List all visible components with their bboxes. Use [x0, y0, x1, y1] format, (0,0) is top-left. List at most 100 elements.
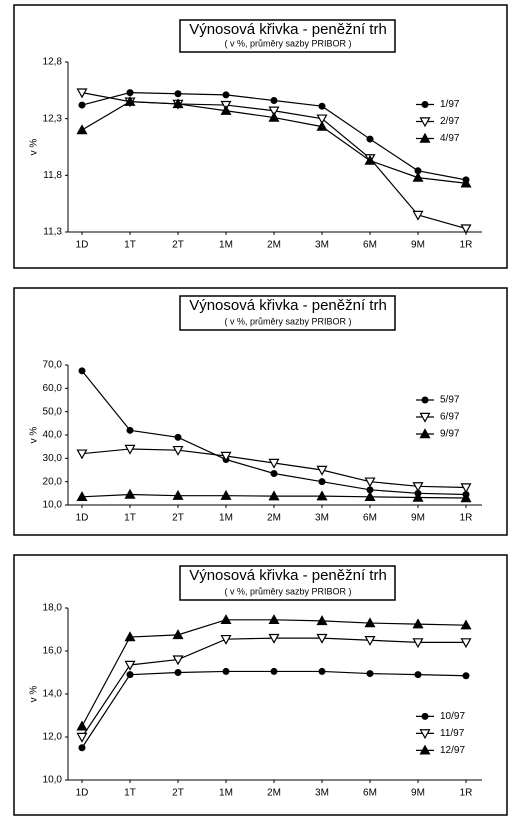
- marker: [412, 171, 424, 182]
- legend-label: 1/97: [440, 99, 460, 110]
- chart-subtitle: ( v %, průměry sazby PRIBOR ): [224, 586, 351, 596]
- marker: [270, 470, 278, 477]
- marker: [124, 95, 136, 106]
- y-axis-label: v %: [29, 427, 40, 444]
- marker: [364, 154, 376, 165]
- marker: [364, 636, 376, 646]
- y-tick-label: 30,0: [43, 453, 63, 464]
- x-tick-label: 1M: [219, 513, 233, 524]
- marker: [174, 669, 182, 676]
- x-tick-label: 1T: [124, 513, 136, 524]
- marker: [172, 445, 184, 456]
- x-tick-label: 2T: [172, 240, 184, 251]
- marker: [126, 426, 134, 434]
- marker: [268, 614, 280, 625]
- marker: [462, 672, 470, 680]
- x-tick-label: 2T: [172, 788, 184, 799]
- marker: [76, 491, 88, 502]
- y-tick-label: 12,3: [43, 113, 63, 124]
- x-tick-label: 1M: [219, 240, 233, 251]
- marker: [172, 98, 184, 109]
- marker: [76, 720, 88, 731]
- marker: [172, 655, 184, 666]
- marker: [124, 660, 136, 671]
- y-axis-label: v %: [29, 139, 40, 156]
- series-line: [81, 637, 466, 738]
- x-tick-label: 1R: [460, 240, 473, 251]
- x-tick-label: 2M: [267, 240, 281, 251]
- marker: [76, 124, 88, 135]
- marker: [220, 614, 232, 625]
- legend-label: 12/97: [440, 745, 465, 756]
- marker: [222, 667, 230, 675]
- marker: [76, 88, 88, 99]
- y-tick-label: 60,0: [43, 383, 63, 394]
- marker: [460, 619, 472, 630]
- marker: [419, 744, 431, 755]
- marker: [76, 449, 88, 460]
- marker: [460, 177, 472, 188]
- x-tick-label: 9M: [411, 240, 425, 251]
- marker: [316, 114, 328, 125]
- y-tick-label: 11,8: [43, 170, 62, 181]
- x-tick-label: 2T: [172, 513, 184, 524]
- marker: [268, 490, 280, 501]
- marker: [124, 444, 136, 455]
- marker: [460, 483, 472, 494]
- marker: [316, 120, 328, 131]
- marker: [412, 618, 424, 629]
- marker: [421, 396, 429, 404]
- marker: [126, 89, 134, 97]
- marker: [364, 617, 376, 628]
- legend-label: 2/97: [440, 116, 460, 127]
- marker: [124, 631, 136, 642]
- title-box: [179, 19, 396, 53]
- x-tick-label: 6M: [363, 513, 377, 524]
- marker: [366, 486, 374, 494]
- x-tick-label: 1R: [460, 513, 473, 524]
- series-line: [81, 91, 467, 181]
- x-tick-label: 1T: [124, 788, 136, 799]
- x-tick-label: 6M: [363, 788, 377, 799]
- x-tick-label: 9M: [411, 513, 425, 524]
- marker: [124, 488, 136, 499]
- marker: [412, 482, 424, 493]
- x-tick-label: 1R: [460, 788, 473, 799]
- chart-frame: [13, 4, 508, 269]
- marker: [220, 489, 232, 500]
- marker: [222, 91, 230, 99]
- chart-subtitle: ( v %, průměry sazby PRIBOR ): [224, 316, 351, 326]
- marker: [460, 224, 472, 235]
- title-box: [179, 565, 396, 601]
- series-line: [81, 670, 467, 749]
- x-tick-label: 3M: [315, 240, 329, 251]
- y-tick-label: 40,0: [43, 430, 63, 441]
- title-box: [179, 295, 396, 331]
- marker: [268, 106, 280, 117]
- marker: [419, 729, 431, 740]
- marker: [76, 732, 88, 743]
- marker: [220, 104, 232, 115]
- marker: [172, 489, 184, 500]
- x-tick-label: 3M: [315, 513, 329, 524]
- y-tick-label: 11,3: [43, 227, 62, 238]
- marker: [126, 671, 134, 679]
- marker: [78, 367, 86, 375]
- x-tick-label: 1D: [76, 240, 89, 251]
- chart-title: Výnosová křivka - peněžní trh: [189, 21, 387, 38]
- marker: [419, 132, 431, 143]
- marker: [268, 458, 280, 469]
- marker: [460, 492, 472, 503]
- y-tick-label: 20,0: [43, 476, 63, 487]
- x-tick-label: 1T: [124, 240, 136, 251]
- marker: [78, 744, 86, 752]
- chart-title: Výnosová křivka - peněžní trh: [189, 567, 387, 584]
- x-tick-label: 1M: [219, 788, 233, 799]
- marker: [364, 491, 376, 502]
- x-tick-label: 1D: [76, 513, 89, 524]
- y-tick-label: 16,0: [43, 646, 63, 657]
- marker: [318, 102, 326, 110]
- y-tick-label: 14,0: [43, 689, 63, 700]
- legend-label: 9/97: [440, 429, 460, 440]
- marker: [270, 667, 278, 675]
